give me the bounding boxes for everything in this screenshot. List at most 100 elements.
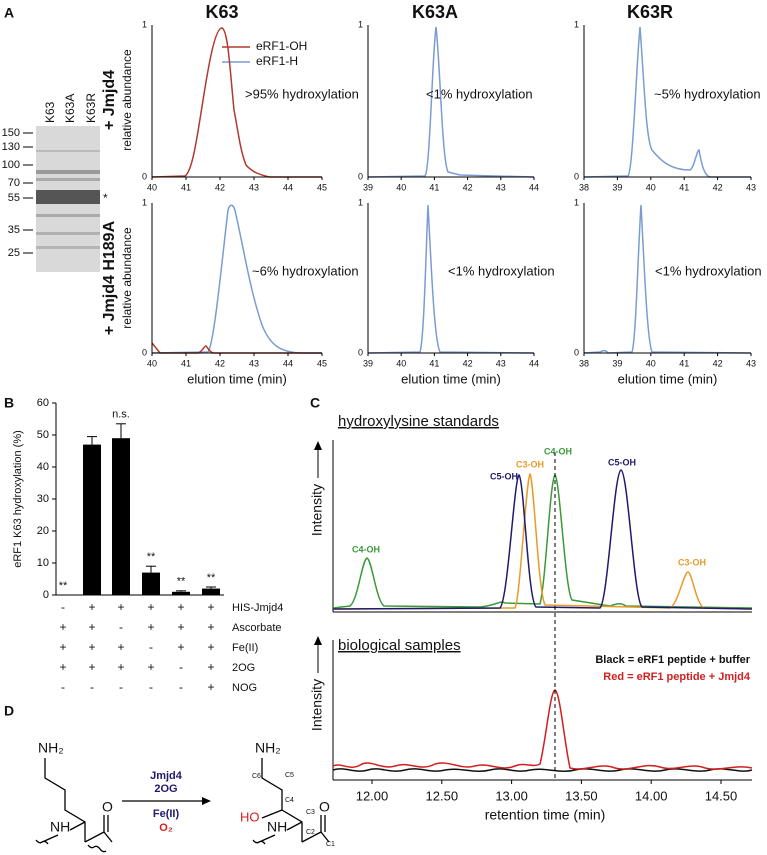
y-tick-label: 1: [358, 19, 363, 29]
x-tick-label: 39: [363, 358, 373, 368]
y-tick-label: 0: [574, 171, 579, 181]
reagent-label: Fe(II): [153, 808, 180, 820]
atom-label: O: [319, 799, 330, 815]
peak-label: C4-OH: [544, 446, 572, 456]
condition-mark: -: [149, 680, 153, 694]
x-tick-label: 12.00: [356, 788, 389, 803]
condition-mark: +: [117, 640, 124, 654]
peak-label: C5-OH: [490, 471, 518, 481]
chromatogram-trace: [332, 689, 753, 770]
chromatogram-trace: [332, 469, 753, 610]
x-tick-label: 44: [283, 182, 293, 192]
y-tick-label: 40: [37, 461, 49, 473]
chromatogram-trace: [332, 768, 753, 773]
x-tick-label: 41: [181, 182, 191, 192]
panel-label: B: [4, 395, 14, 411]
y-axis-label: Intensity: [309, 484, 325, 536]
marker-label: 25: [8, 247, 20, 259]
x-tick-label: 45: [317, 358, 327, 368]
chromatogram-trace: [583, 204, 752, 354]
x-axis-label: elution time (min): [401, 371, 501, 386]
marker-label: 35: [8, 224, 20, 236]
condition-mark: +: [207, 680, 214, 694]
panel-label: D: [4, 703, 14, 719]
condition-mark: +: [147, 620, 154, 634]
x-tick-label: 41: [679, 358, 689, 368]
marker-label: 100: [2, 159, 20, 171]
condition-mark: +: [88, 600, 95, 614]
legend-label: eRF1-H: [256, 54, 298, 68]
x-tick-label: 44: [529, 358, 539, 368]
condition-mark: +: [177, 600, 184, 614]
lane-label: K63R: [84, 93, 98, 123]
chromatogram-trace: [332, 472, 753, 610]
condition-mark: +: [88, 640, 95, 654]
condition-mark: +: [88, 620, 95, 634]
x-tick-label: 45: [317, 182, 327, 192]
chromatogram-trace: [367, 26, 535, 178]
x-tick-label: 42: [215, 182, 225, 192]
atom-label: NH: [267, 819, 287, 835]
condition-mark: -: [61, 680, 65, 694]
subpanel-title: hydroxylysine standards: [338, 413, 499, 430]
annotation: ~5% hydroxylation: [654, 86, 761, 101]
condition-mark: +: [117, 600, 124, 614]
x-tick-label: 14.50: [705, 788, 738, 803]
y-tick-label: 0: [142, 171, 147, 181]
x-tick-label: 40: [147, 182, 157, 192]
condition-label: 2OG: [232, 662, 255, 674]
chromatogram-trace: [151, 204, 322, 354]
significance-label: **: [177, 576, 186, 588]
significance-label: **: [147, 551, 156, 563]
y-tick-label: 0: [43, 589, 49, 601]
condition-mark: +: [59, 660, 66, 674]
x-tick-label: 40: [646, 182, 656, 192]
legend-label: Red = eRF1 peptide + Jmjd4: [603, 671, 751, 683]
y-axis-label: relative abundance: [120, 49, 134, 151]
reagent-label: O₂: [159, 822, 173, 834]
reagent-label: 2OG: [154, 783, 177, 795]
annotation: <1% hydroxylation: [426, 86, 533, 101]
condition-mark: +: [147, 660, 154, 674]
x-tick-label: 44: [529, 182, 539, 192]
y-axis-label: Intensity: [309, 679, 325, 731]
x-tick-label: 13.50: [565, 788, 598, 803]
significance-label: n.s.: [112, 409, 130, 421]
condition-label: HIS-Jmjd4: [232, 602, 283, 614]
x-tick-label: 43: [496, 182, 506, 192]
y-tick-label: 1: [142, 197, 147, 207]
legend-label: Black = eRF1 peptide + buffer: [595, 654, 750, 666]
marker-label: 150: [2, 127, 20, 139]
condition-mark: -: [119, 680, 123, 694]
x-tick-label: 43: [249, 358, 259, 368]
bar: [142, 572, 160, 595]
annotation: <1% hydroxylation: [655, 263, 762, 278]
y-tick-label: 10: [37, 557, 49, 569]
bar: [202, 588, 220, 595]
significance-label: **: [207, 572, 216, 584]
carbon-label: C6: [252, 773, 261, 780]
y-tick-label: 0: [574, 347, 579, 357]
x-axis-label: retention time (min): [485, 807, 606, 823]
chromatogram-trace: [151, 27, 322, 178]
condition-mark: -: [179, 660, 183, 674]
condition-mark: +: [117, 660, 124, 674]
bar: [83, 444, 101, 595]
chromatogram-trace: [332, 473, 753, 609]
annotation: ~6% hydroxylation: [252, 263, 359, 278]
carbon-label: C3: [306, 809, 315, 816]
condition-mark: +: [207, 640, 214, 654]
x-tick-label: 42: [463, 358, 473, 368]
column-header: K63: [205, 2, 238, 22]
x-tick-label: 40: [396, 182, 406, 192]
x-tick-label: 14.00: [635, 788, 668, 803]
significance-label: **: [59, 580, 68, 592]
condition-mark: +: [59, 640, 66, 654]
x-tick-label: 43: [746, 358, 756, 368]
y-axis-label: relative abundance: [120, 227, 134, 329]
x-tick-label: 39: [612, 358, 622, 368]
reagent-label: Jmjd4: [150, 770, 183, 782]
x-tick-label: 42: [463, 182, 473, 192]
y-tick-label: 30: [37, 493, 49, 505]
